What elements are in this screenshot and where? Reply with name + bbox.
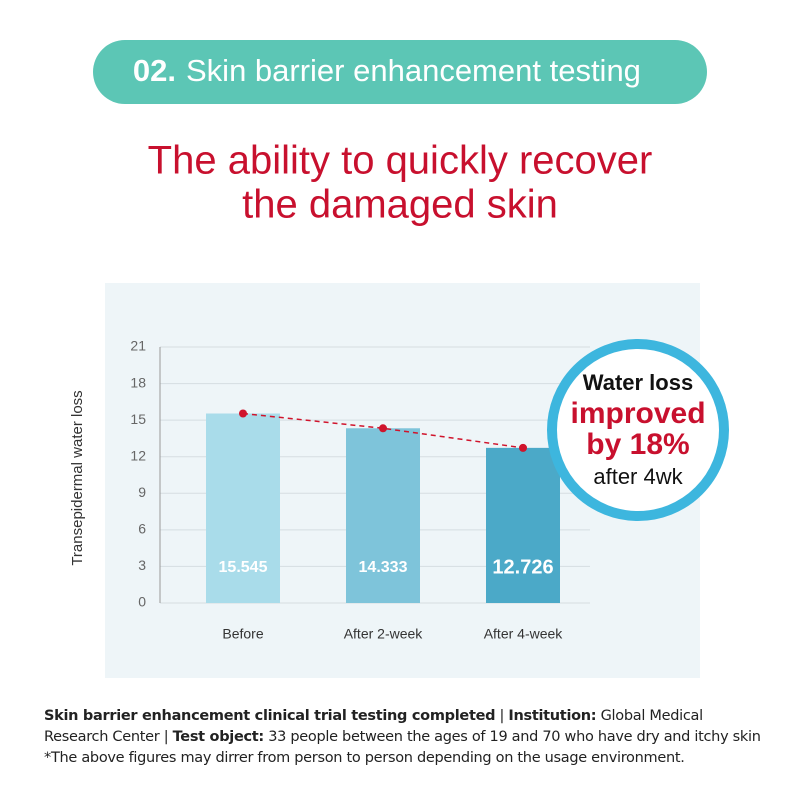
headline: The ability to quickly recover bbox=[148, 139, 653, 183]
value-label: 12.726 bbox=[492, 556, 553, 578]
y-tick-label: 6 bbox=[138, 521, 146, 537]
y-tick-label: 0 bbox=[138, 594, 146, 610]
footnote-text: Global Medical Research Center | bbox=[44, 708, 708, 745]
y-tick-label: 9 bbox=[138, 484, 146, 500]
footnote-text: Skin barrier enhancement clinical trial … bbox=[44, 708, 496, 724]
value-label: 15.545 bbox=[219, 559, 268, 576]
x-tick-label: After 4-week bbox=[484, 626, 564, 642]
y-tick-label: 15 bbox=[130, 411, 146, 427]
callout-text: Water loss bbox=[583, 370, 693, 395]
trend-dot bbox=[239, 409, 247, 418]
bar bbox=[206, 413, 280, 603]
trend-dot bbox=[379, 424, 387, 433]
footnote-text: Institution: bbox=[508, 708, 597, 724]
y-tick-label: 3 bbox=[138, 557, 146, 573]
footnote-text: | bbox=[495, 708, 509, 724]
trend-line bbox=[242, 412, 524, 449]
y-tick-label: 12 bbox=[130, 447, 146, 463]
x-tick-label: Before bbox=[222, 626, 263, 642]
value-label: 14.333 bbox=[359, 559, 408, 576]
callout-text: by 18% bbox=[586, 428, 689, 461]
callout-text: after 4wk bbox=[593, 464, 683, 489]
header-pill bbox=[93, 40, 707, 104]
y-axis-label: Transepidermal water loss bbox=[69, 390, 86, 565]
footnote: Skin barrier enhancement clinical trial … bbox=[44, 706, 764, 769]
headline: the damaged skin bbox=[242, 183, 558, 227]
infographic: 02. Skin barrier enhancement testing The… bbox=[69, 40, 729, 678]
bar bbox=[486, 447, 560, 603]
footnote-text: Test object: bbox=[172, 729, 265, 745]
callout-text: improved bbox=[570, 397, 705, 430]
header-title: Skin barrier enhancement testing bbox=[186, 53, 641, 88]
plot: 0 3 6 9 12 15 18 21 Before 15.545 After 2-week 14.3… bbox=[130, 338, 590, 642]
footnote-text: *The above figures may dirrer from perso… bbox=[44, 750, 685, 766]
y-tick-label: 21 bbox=[130, 338, 146, 354]
callout-circle bbox=[547, 339, 729, 521]
x-tick-label: After 2-week bbox=[344, 626, 424, 642]
y-tick-label: 18 bbox=[130, 374, 146, 390]
trend-dot bbox=[519, 443, 527, 452]
header-number: 02. bbox=[133, 53, 176, 88]
bar bbox=[346, 428, 420, 603]
footnote-text: 33 people between the ages of 19 and 70 … bbox=[263, 729, 761, 745]
